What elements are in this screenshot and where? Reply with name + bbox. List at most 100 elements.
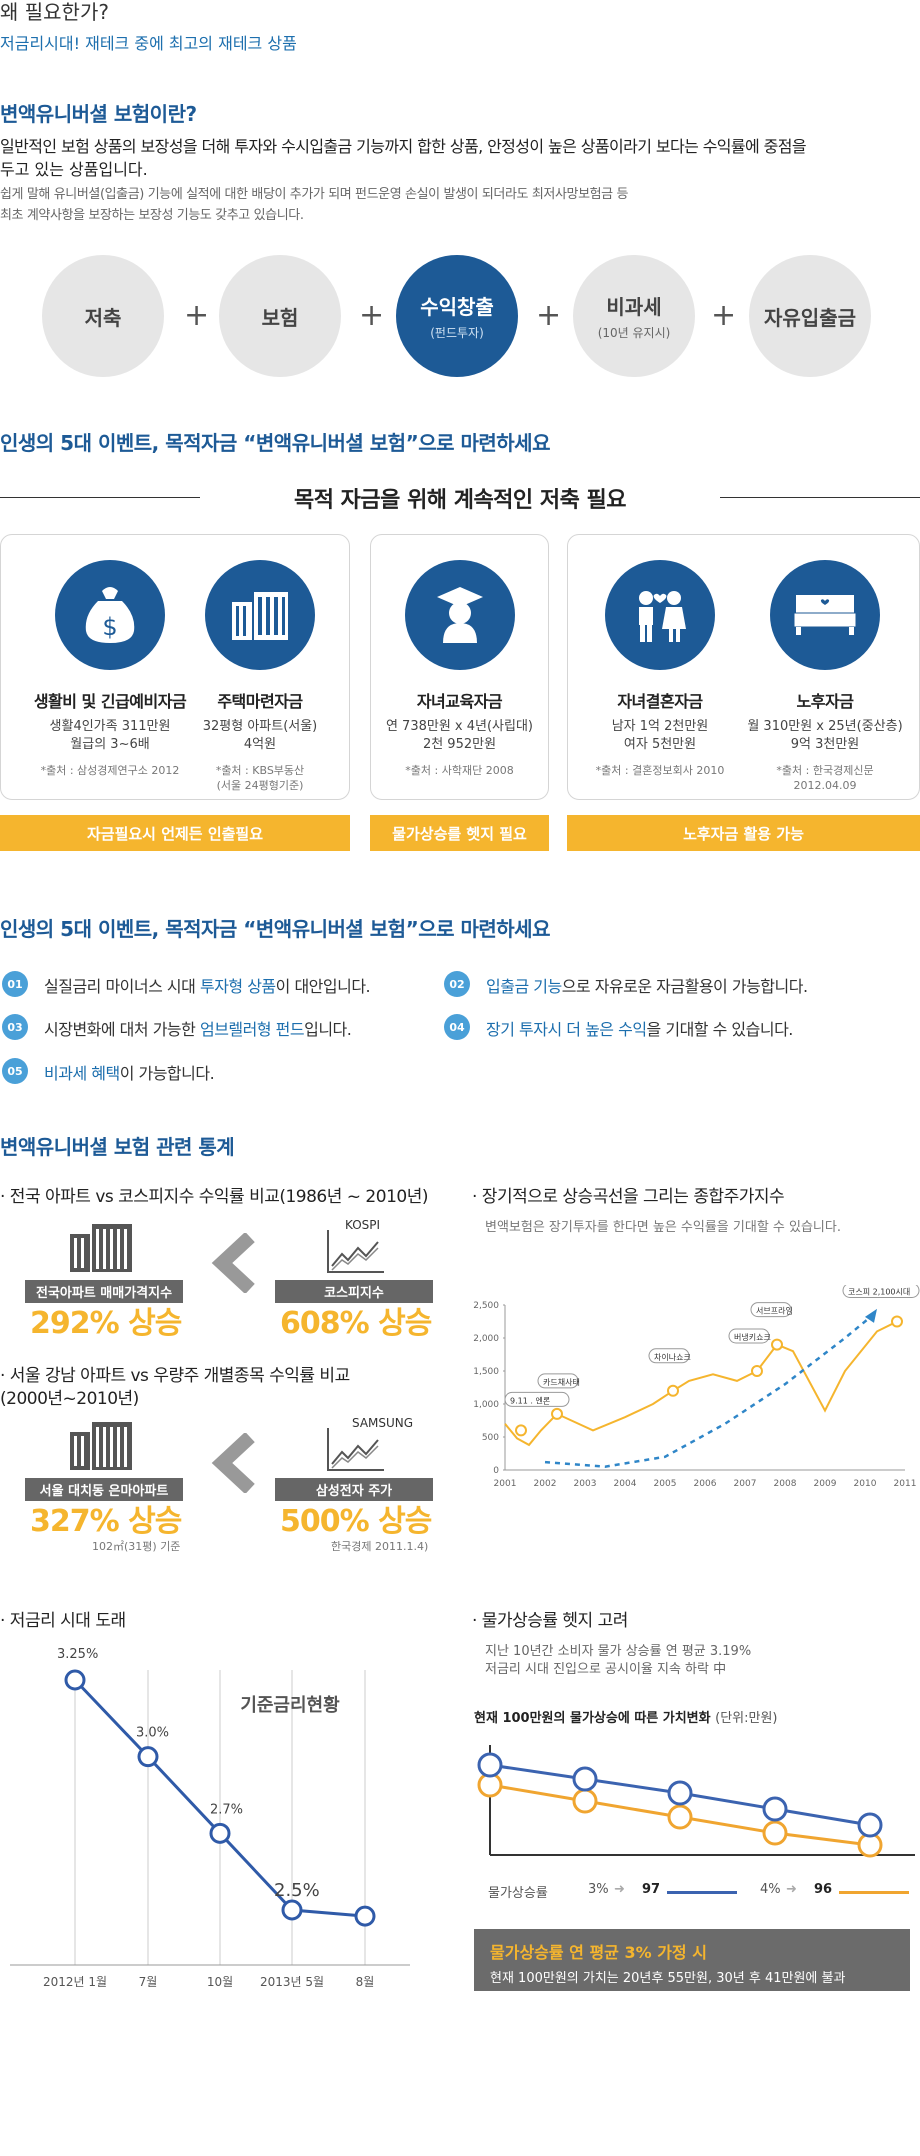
y-tick-label: 2,500 xyxy=(473,1301,499,1311)
goal-desc-line: 9억 3천만원 xyxy=(790,737,860,753)
cmp2-right-value: 500% 상승 xyxy=(280,1504,432,1539)
goal-source-line: *출처 : 결혼정보회사 2010 xyxy=(595,764,725,778)
annotation-bubble xyxy=(504,1391,570,1407)
annotation-label: 버냉키쇼크 xyxy=(734,1332,771,1342)
point-number: 03 xyxy=(2,1014,28,1040)
inflation-box-title: 물가상승률 연 평균 3% 가정 시 xyxy=(490,1943,707,1962)
feature-label: 저축 xyxy=(84,305,122,330)
event-marker xyxy=(891,1315,903,1328)
annotation-bubble xyxy=(648,1348,690,1364)
page-title: 왜 필요한가? xyxy=(0,0,109,24)
x-tick-label: 2012년 1월 xyxy=(43,1975,107,1989)
annotation-bubble xyxy=(537,1373,579,1389)
intro-desc-2: 최초 계약사항을 보장하는 보장성 기능도 갖추고 있습니다. xyxy=(0,208,304,223)
y-tick-label: 500 xyxy=(482,1433,499,1443)
x-tick-label: 2005 xyxy=(654,1479,677,1489)
x-tick-label: 2007 xyxy=(734,1479,757,1489)
point-text-pre: 시장변화에 대처 가능한 xyxy=(44,1020,200,1039)
rate-point xyxy=(209,1822,231,1844)
need-bar-2: 물가상승를 헷지 필요 xyxy=(370,815,549,851)
event-marker xyxy=(515,1424,527,1437)
feature-withdraw: 자유입출금 xyxy=(749,255,871,377)
annotation-label: 카드채사태 xyxy=(543,1377,580,1387)
inflation-chart-title: 현재 100만원의 물가상승에 따른 가치변화 (단위:만원) xyxy=(474,1707,778,1726)
banner-line-right xyxy=(720,497,920,498)
annotation-label: 차이나쇼크 xyxy=(654,1352,691,1362)
point-text: 실질금리 마이너스 시대 투자형 상품이 대안입니다. xyxy=(44,973,371,997)
rate-label: 2.5% xyxy=(274,1880,320,1901)
x-tick-label: 2008 xyxy=(774,1479,797,1489)
goal-source: *출처 : KBS부동산 (서울 24평형기준) xyxy=(190,764,330,794)
feature-label: 보험 xyxy=(261,305,299,330)
inflation-desc-1: 지난 10년간 소비자 물가 상승률 연 평균 3.19% xyxy=(485,1644,752,1659)
rate-point xyxy=(64,1669,86,1691)
annotation-label: 코스피 2,100시대 xyxy=(848,1288,910,1297)
goal-title: 생활비 및 긴급예비자금 xyxy=(33,692,187,711)
legend-rate-4: 4% xyxy=(760,1882,781,1897)
event-marker xyxy=(751,1365,763,1377)
feature-label: 자유입출금 xyxy=(764,305,856,330)
need-bar-3: 노후자금 활용 가능 xyxy=(567,815,920,851)
events-banner: 목적 자금을 위해 계속적인 저축 필요 xyxy=(294,488,626,513)
x-tick-label: 2004 xyxy=(614,1479,637,1489)
arrow-right-icon: ➜ xyxy=(614,1882,625,1897)
feature-sub: (펀드투자) xyxy=(430,326,484,340)
feature-taxfree: 비과세 (10년 유지시) xyxy=(573,255,695,377)
cmp2-title: · 서울 강남 아파트 vs 우량주 개별종목 수익률 비교 xyxy=(0,1366,350,1386)
y-tick-label: 0 xyxy=(493,1466,499,1476)
goal-source-line: 2012.04.09 xyxy=(793,779,857,793)
legend-val-97: 97 xyxy=(642,1882,661,1897)
goal-source: *출처 : 사학재단 2008 xyxy=(370,764,549,779)
rate-point xyxy=(281,1899,303,1921)
rate-chart-title: 기준금리현황 xyxy=(240,1695,340,1716)
goal-source-line: *출처 : 삼성경제연구소 2012 xyxy=(40,764,180,778)
cmp2-right-note: 한국경제 2011.1.4) xyxy=(331,1540,429,1553)
feature-insurance: 보험 xyxy=(219,255,341,377)
point-number: 01 xyxy=(2,971,28,997)
building-icon xyxy=(205,560,315,670)
inflation-point xyxy=(572,1766,598,1792)
intro-lead: 일반적인 보험 상품의 보장성을 더해 투자와 수시입출금 기능까지 합한 상품… xyxy=(0,137,807,156)
rate-point xyxy=(137,1746,159,1768)
page-subtitle: 저금리시대! 재테크 중에 최고의 재테크 상품 xyxy=(0,34,297,53)
x-tick-label: 10월 xyxy=(207,1975,233,1989)
x-tick-label: 2010 xyxy=(854,1479,877,1489)
need-bar-1: 자금필요시 언제든 인출필요 xyxy=(0,815,350,851)
point-highlight: 비과세 혜택 xyxy=(44,1064,120,1083)
y-tick-label: 1,500 xyxy=(473,1367,499,1377)
legend-line-orange xyxy=(839,1891,909,1894)
annotation-bubble xyxy=(842,1285,920,1298)
x-tick-label: 7월 xyxy=(139,1975,158,1989)
point-number: 05 xyxy=(2,1058,28,1084)
inflation-chart-unit: (단위:만원) xyxy=(715,1711,778,1726)
goal-education: 자녀교육자금 연 738만원 x 4년(사립대) 2천 952만원 *출처 : 사… xyxy=(370,560,549,779)
x-tick-label: 2001 xyxy=(494,1479,517,1489)
cmp1-right-label: 코스피지수 xyxy=(275,1280,433,1303)
goal-title: 주택마련자금 xyxy=(217,692,303,711)
inflation-point xyxy=(857,1812,883,1838)
inflation-box-text: 현재 100만원의 가치는 20년후 55만원, 30년 후 41만원에 불과 xyxy=(490,1971,846,1986)
goal-desc: 생활4인가족 311만원 월급의 3~6배 xyxy=(20,718,200,754)
event-marker xyxy=(771,1338,783,1351)
goal-source-line: *출처 : 사학재단 2008 xyxy=(405,764,514,778)
y-tick-label: 2,000 xyxy=(473,1334,499,1344)
feature-savings: 저축 xyxy=(42,255,164,377)
goal-desc: 32평형 아파트(서울) 4억원 xyxy=(190,718,330,754)
point-text: 시장변화에 대처 가능한 엄브렐러형 펀드입니다. xyxy=(44,1016,352,1040)
rate-label: 2.7% xyxy=(210,1802,243,1817)
point-text-post: 이 가능합니다. xyxy=(119,1064,215,1083)
x-tick-label: 2009 xyxy=(814,1479,837,1489)
feature-label: 비과세 xyxy=(606,295,662,319)
y-tick-label: 1,000 xyxy=(473,1400,499,1410)
x-tick-label: 2006 xyxy=(694,1479,717,1489)
goal-source: *출처 : 삼성경제연구소 2012 xyxy=(20,764,200,779)
point-text-post: 이 대안입니다. xyxy=(275,977,371,996)
goal-source-line: *출처 : 한국경제신문 xyxy=(776,764,874,778)
plus-sign: + xyxy=(359,298,385,333)
x-tick-label: 2002 xyxy=(534,1479,557,1489)
chevron-left-icon xyxy=(210,1431,256,1497)
rate-label: 3.0% xyxy=(136,1726,169,1741)
x-tick-label: 8월 xyxy=(356,1975,375,1989)
point-number: 04 xyxy=(444,1014,470,1040)
graduate-icon xyxy=(404,560,515,670)
